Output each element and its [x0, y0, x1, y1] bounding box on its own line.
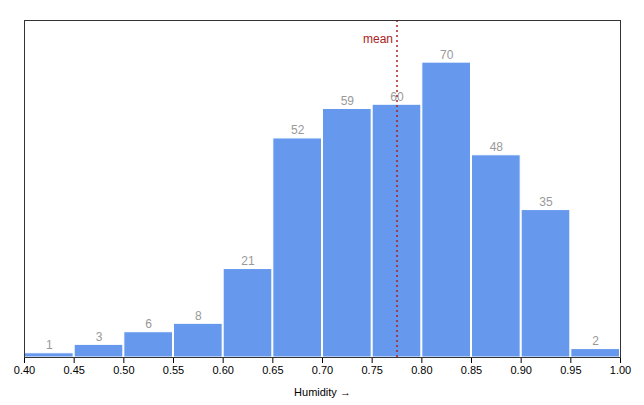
svg-text:0.85: 0.85	[461, 364, 482, 376]
svg-text:0.80: 0.80	[411, 364, 432, 376]
svg-text:0.90: 0.90	[510, 364, 531, 376]
svg-text:8: 8	[195, 309, 202, 323]
svg-text:0.45: 0.45	[63, 364, 84, 376]
svg-text:0.40: 0.40	[14, 364, 35, 376]
svg-text:Humidity →: Humidity →	[294, 386, 351, 398]
svg-text:52: 52	[291, 123, 305, 137]
svg-text:0.95: 0.95	[560, 364, 581, 376]
svg-text:1.00: 1.00	[610, 364, 631, 376]
svg-text:0.65: 0.65	[262, 364, 283, 376]
svg-text:0.60: 0.60	[212, 364, 233, 376]
svg-text:60: 60	[390, 89, 404, 104]
svg-text:70: 70	[440, 48, 454, 62]
svg-text:59: 59	[341, 94, 355, 108]
svg-text:6: 6	[145, 317, 152, 331]
svg-text:0.70: 0.70	[312, 364, 333, 376]
svg-text:21: 21	[241, 254, 255, 268]
svg-text:1: 1	[46, 338, 53, 352]
svg-text:3: 3	[96, 330, 103, 344]
svg-text:35: 35	[539, 195, 553, 209]
svg-text:0.55: 0.55	[163, 364, 184, 376]
svg-text:48: 48	[490, 140, 504, 154]
svg-text:2: 2	[592, 334, 599, 348]
svg-text:mean: mean	[363, 32, 393, 46]
svg-text:0.75: 0.75	[361, 364, 382, 376]
svg-text:0.50: 0.50	[113, 364, 134, 376]
